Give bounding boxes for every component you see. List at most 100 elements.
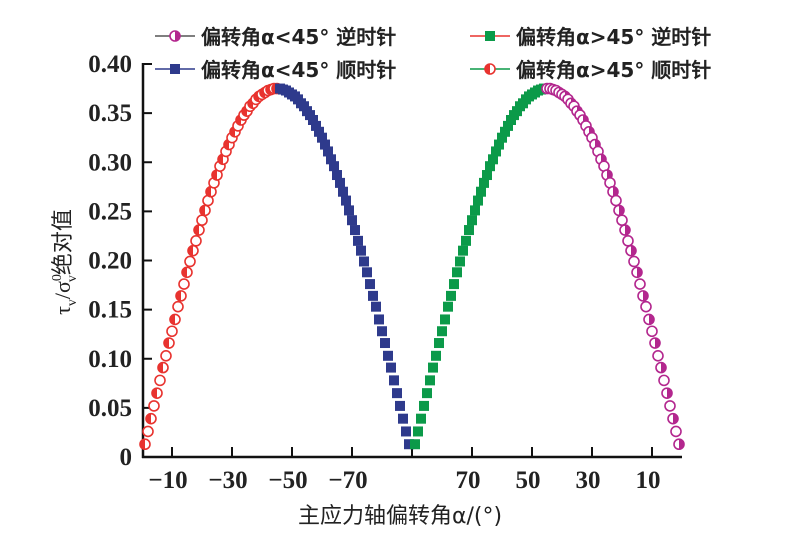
x-ticks: −10 −30 −50 −70 70 50 30 10: [148, 447, 661, 494]
legend-label: 偏转角α>45° 逆时针: [516, 25, 711, 49]
legend-label: 偏转角α<45° 逆时针: [201, 25, 396, 49]
data-point-half-circle: [154, 374, 166, 387]
data-point-square: [464, 225, 474, 236]
data-point-half-circle: [148, 400, 160, 412]
y-title-sub1: v: [65, 299, 80, 306]
data-point-half-circle: [652, 350, 664, 362]
data-point-square: [404, 439, 414, 450]
x-tick-label: −50: [268, 467, 307, 494]
data-point-square: [458, 245, 468, 256]
data-point-square: [311, 120, 321, 131]
data-point-square: [428, 362, 438, 373]
data-point-half-circle: [637, 290, 649, 302]
data-point-half-circle: [151, 387, 163, 399]
data-point-square: [332, 170, 342, 181]
data-point-half-circle: [199, 204, 211, 217]
data-point-square: [425, 375, 435, 386]
data-point-half-circle: [223, 138, 235, 151]
y-tick-label: 0.20: [88, 248, 132, 275]
data-point-square: [314, 126, 324, 137]
data-point-square: [434, 338, 444, 349]
data-point-square: [491, 146, 501, 157]
data-point-square: [323, 146, 333, 157]
y-tick-label: 0: [120, 444, 133, 471]
data-point-half-circle: [664, 400, 676, 412]
legend-item: 偏转角α>45° 顺时针: [470, 58, 711, 82]
data-point-half-circle: [616, 214, 628, 227]
data-point-square: [494, 139, 504, 150]
y-tick-label: 0.15: [88, 297, 132, 324]
data-point-square: [497, 132, 507, 143]
y-title-slash: /σ: [50, 281, 75, 299]
x-tick-label: 70: [456, 467, 481, 494]
data-point-half-circle: [649, 337, 661, 349]
data-point-square: [467, 215, 477, 226]
data-point-half-circle: [187, 244, 199, 257]
data-point-half-circle: [145, 412, 157, 425]
data-point-half-circle: [193, 224, 205, 236]
legend-square-marker-icon: [485, 31, 495, 41]
data-point-half-circle: [634, 278, 646, 290]
x-tick-label: −10: [148, 467, 187, 494]
data-point-half-circle: [175, 290, 187, 302]
y-title-tau: τ: [50, 306, 75, 315]
y-ticks: 0 0.05 0.10 0.15 0.20 0.25 0.30 0.35 0.40: [88, 51, 152, 471]
data-point-square: [359, 256, 369, 267]
data-point-half-circle: [628, 255, 640, 268]
data-point-square: [449, 279, 459, 290]
legend-half-circle-marker-icon: [169, 30, 181, 42]
data-point-square: [335, 177, 345, 188]
y-tick-label: 0.30: [88, 149, 132, 176]
data-point-half-circle: [625, 244, 637, 257]
data-point-square: [329, 161, 339, 172]
data-point-square: [380, 338, 390, 349]
data-point-half-circle: [646, 325, 658, 338]
data-point-square: [443, 301, 453, 312]
data-point-square: [317, 132, 327, 143]
data-point-half-circle: [163, 337, 175, 349]
data-point-square: [350, 225, 360, 236]
data-point-square: [431, 350, 441, 361]
data-point-half-circle: [160, 350, 172, 362]
legend-half-circle-marker-icon: [484, 63, 496, 75]
data-point-half-circle: [670, 425, 682, 438]
data-point-square: [308, 115, 318, 126]
data-point-square: [368, 290, 378, 301]
legend-label: 偏转角α<45° 顺时针: [201, 58, 396, 82]
data-point-half-circle: [667, 412, 679, 425]
data-point-square: [401, 426, 411, 437]
data-point-square: [476, 186, 486, 197]
series-right-magenta: [541, 82, 685, 451]
data-point-half-circle: [643, 313, 655, 326]
data-point-square: [446, 290, 456, 301]
data-point-square: [320, 139, 330, 150]
data-point-square: [392, 388, 402, 399]
data-point-square: [344, 205, 354, 216]
x-tick-label: 10: [636, 467, 661, 494]
data-point-half-circle: [190, 235, 202, 247]
data-point-half-circle: [658, 374, 670, 387]
x-tick-label: 50: [516, 467, 541, 494]
data-point-square: [341, 195, 351, 206]
legend-label: 偏转角α>45° 顺时针: [516, 58, 711, 82]
data-point-square: [371, 301, 381, 312]
y-axis-title: τv/σ0v绝对值: [50, 209, 80, 315]
series-left-blue: [275, 83, 414, 450]
data-point-half-circle: [610, 194, 622, 207]
data-point-square: [419, 400, 429, 411]
data-point-square: [338, 186, 348, 197]
axes: [141, 63, 682, 459]
data-point-square: [356, 245, 366, 256]
data-point-square: [410, 439, 420, 450]
data-point-half-circle: [181, 266, 193, 279]
series-right-green: [410, 83, 549, 450]
data-point-half-circle: [157, 361, 169, 374]
data-point-square: [362, 267, 372, 278]
series-left-red: [139, 82, 283, 451]
legend-item: 偏转角α<45° 逆时针: [155, 25, 396, 49]
data-point-square: [479, 177, 489, 188]
y-tick-label: 0.10: [88, 346, 132, 373]
y-tick-label: 0.35: [88, 100, 132, 127]
